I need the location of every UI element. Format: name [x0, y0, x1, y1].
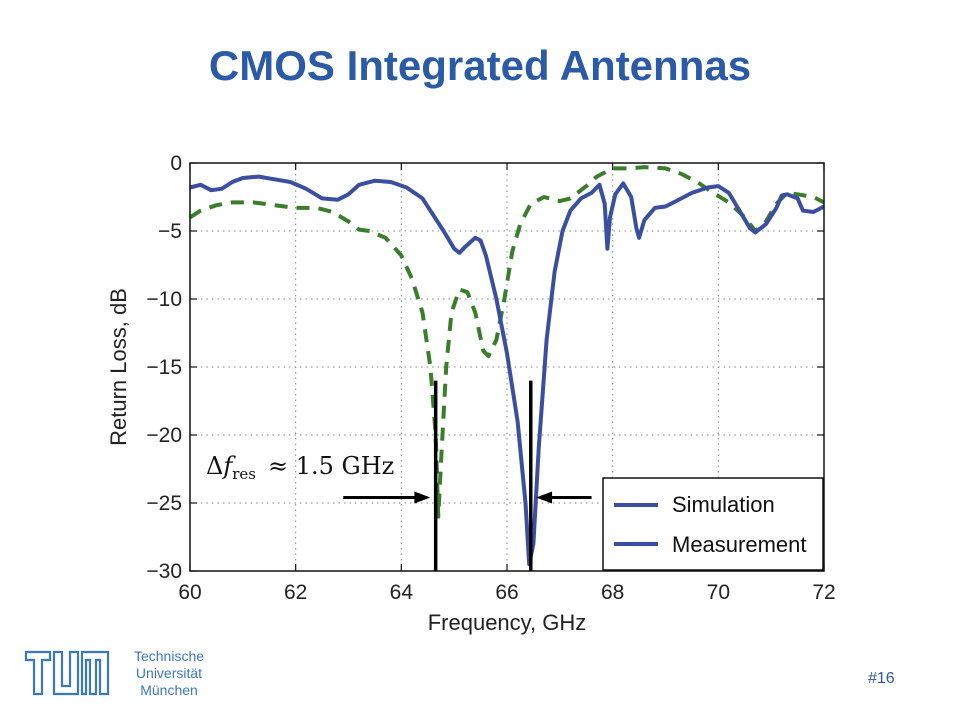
legend-label-measurement: Measurement — [672, 532, 807, 557]
university-name: Technische Universität München — [118, 648, 220, 699]
y-axis-label: Return Loss, dB — [106, 288, 131, 446]
ticks: 60 62 64 66 68 70 72 0 −5 −10 −15 −20 −25 −30 — [146, 152, 835, 604]
x-tick-label: 70 — [707, 581, 730, 604]
annotation-sub: res — [232, 465, 256, 483]
legend-box — [602, 477, 824, 571]
university-name-line-1: Technische — [133, 648, 205, 664]
y-tick-label: −30 — [146, 560, 182, 583]
y-tick-label: −5 — [158, 220, 182, 243]
series-line-measurement — [188, 165, 825, 519]
annotation-delta: Δ — [206, 452, 223, 480]
university-name-line-2: Universität — [135, 665, 203, 681]
y-tick-label: −20 — [146, 424, 182, 447]
annotation-layer — [343, 380, 592, 571]
resonance-arrow-head — [536, 491, 553, 504]
resonance-shift-label: Δfres ≈ 1.5 GHz — [206, 452, 394, 483]
tum-logo — [24, 650, 110, 701]
legend-label-simulation: Simulation — [672, 492, 775, 517]
series-layer — [188, 165, 825, 567]
x-tick-label: 60 — [178, 581, 201, 604]
x-tick-label: 72 — [812, 581, 835, 604]
x-tick-label: 66 — [495, 581, 518, 604]
y-tick-label: −15 — [146, 356, 182, 379]
x-tick-label: 68 — [601, 581, 624, 604]
series-line-simulation — [189, 174, 825, 567]
y-tick-label: −10 — [146, 288, 182, 311]
legend: Simulation Measurement — [602, 477, 824, 571]
x-tick-label: 64 — [390, 581, 414, 604]
resonance-arrow-head — [414, 491, 431, 504]
university-name-line-3: München — [140, 682, 198, 698]
slide-title: CMOS Integrated Antennas — [208, 42, 752, 89]
y-tick-label: −25 — [146, 492, 182, 515]
y-tick-label: 0 — [170, 152, 182, 175]
x-axis-label: Frequency, GHz — [428, 610, 587, 635]
x-tick-label: 62 — [284, 581, 307, 604]
page-number: #16 — [868, 670, 895, 687]
annotation-approx: ≈ 1.5 GHz — [268, 452, 394, 480]
